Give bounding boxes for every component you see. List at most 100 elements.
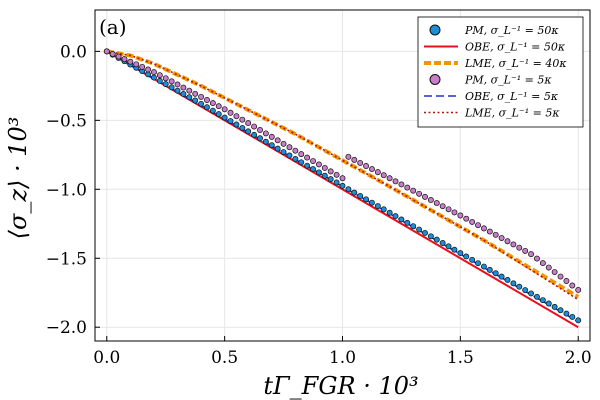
data-point (292, 155, 299, 162)
data-point (392, 213, 399, 220)
data-point (439, 203, 446, 210)
data-point (422, 229, 428, 236)
data-point (192, 90, 199, 97)
data-point (457, 212, 464, 219)
legend-label: LME, σ_L⁻¹ = 40κ (464, 57, 567, 70)
data-point (386, 209, 393, 216)
data-point (398, 216, 405, 223)
data-point (310, 158, 316, 164)
data-point (475, 260, 481, 267)
data-point (551, 303, 558, 310)
data-point (239, 116, 246, 123)
panel-label: (a) (99, 15, 127, 39)
data-point (339, 182, 346, 189)
data-point (528, 251, 535, 258)
series-layer (103, 48, 582, 329)
data-point (363, 196, 370, 203)
data-point (516, 244, 523, 251)
series-markers (103, 48, 582, 324)
data-point (516, 283, 523, 290)
data-point (422, 193, 428, 200)
x-tick-label: 2.0 (565, 348, 592, 368)
data-point (492, 231, 499, 238)
data-point (486, 266, 493, 273)
y-tick-label: −1.0 (46, 180, 87, 200)
data-point (357, 192, 364, 199)
data-point (262, 138, 269, 145)
data-point (469, 256, 476, 263)
data-point (416, 190, 423, 197)
data-point (168, 84, 175, 91)
data-point (351, 189, 358, 196)
data-point (268, 142, 275, 149)
y-tick-label: −1.5 (46, 249, 87, 269)
data-point (369, 199, 375, 206)
data-point (457, 250, 464, 257)
data-point (245, 120, 252, 127)
legend-marker (429, 74, 441, 85)
data-point (315, 169, 322, 176)
data-point (186, 87, 193, 94)
data-point (522, 287, 529, 294)
data-point (274, 137, 281, 144)
data-point (180, 91, 187, 97)
data-point (486, 228, 493, 235)
data-point (168, 78, 175, 85)
data-point (451, 209, 458, 216)
data-point (180, 84, 187, 91)
data-point (557, 307, 564, 314)
data-point (103, 48, 110, 55)
data-point (463, 215, 470, 222)
data-point (575, 317, 582, 324)
x-tick-label: 1.0 (329, 348, 356, 368)
data-point (386, 175, 393, 182)
data-point (162, 75, 169, 82)
data-point (245, 128, 252, 135)
data-point (133, 61, 140, 68)
data-point (545, 264, 552, 271)
data-point (115, 53, 122, 60)
series-line (106, 50, 579, 301)
data-point (534, 293, 540, 300)
data-point (475, 222, 481, 229)
data-point (404, 219, 411, 226)
data-point (439, 240, 446, 246)
data-point (304, 162, 311, 169)
data-point (427, 197, 434, 203)
data-point (233, 121, 240, 128)
data-point (492, 270, 499, 277)
data-point (563, 310, 570, 317)
data-point (351, 156, 358, 163)
data-point (304, 154, 311, 161)
legend-box (417, 16, 584, 128)
data-point (445, 243, 452, 250)
data-point (569, 282, 576, 289)
data-point (345, 186, 352, 193)
data-point (433, 200, 440, 207)
data-point (233, 113, 240, 120)
data-point (398, 181, 405, 188)
data-point (310, 166, 316, 172)
data-point (109, 51, 116, 57)
y-axis-title: ⟨σ_z⟩ · 10³ (4, 117, 32, 240)
data-point (321, 172, 328, 179)
data-point (215, 103, 222, 110)
data-point (286, 152, 293, 159)
data-point (327, 168, 334, 175)
y-tick-label: −2.0 (46, 318, 87, 338)
data-point (463, 253, 470, 260)
data-point (198, 100, 205, 107)
legend-items: PM, σ_L⁻¹ = 50κ OBE, σ_L⁻¹ = 50κ LME, σ_L⁻… (424, 24, 567, 120)
data-point (539, 297, 546, 304)
data-point (374, 203, 381, 209)
data-point (522, 247, 529, 254)
data-point (186, 94, 193, 101)
data-point (545, 300, 552, 307)
legend-label: PM, σ_L⁻¹ = 5κ (464, 74, 552, 87)
data-point (156, 77, 163, 84)
data-point (145, 71, 151, 78)
data-point (345, 153, 352, 160)
data-point (174, 81, 181, 88)
data-point (280, 149, 287, 156)
